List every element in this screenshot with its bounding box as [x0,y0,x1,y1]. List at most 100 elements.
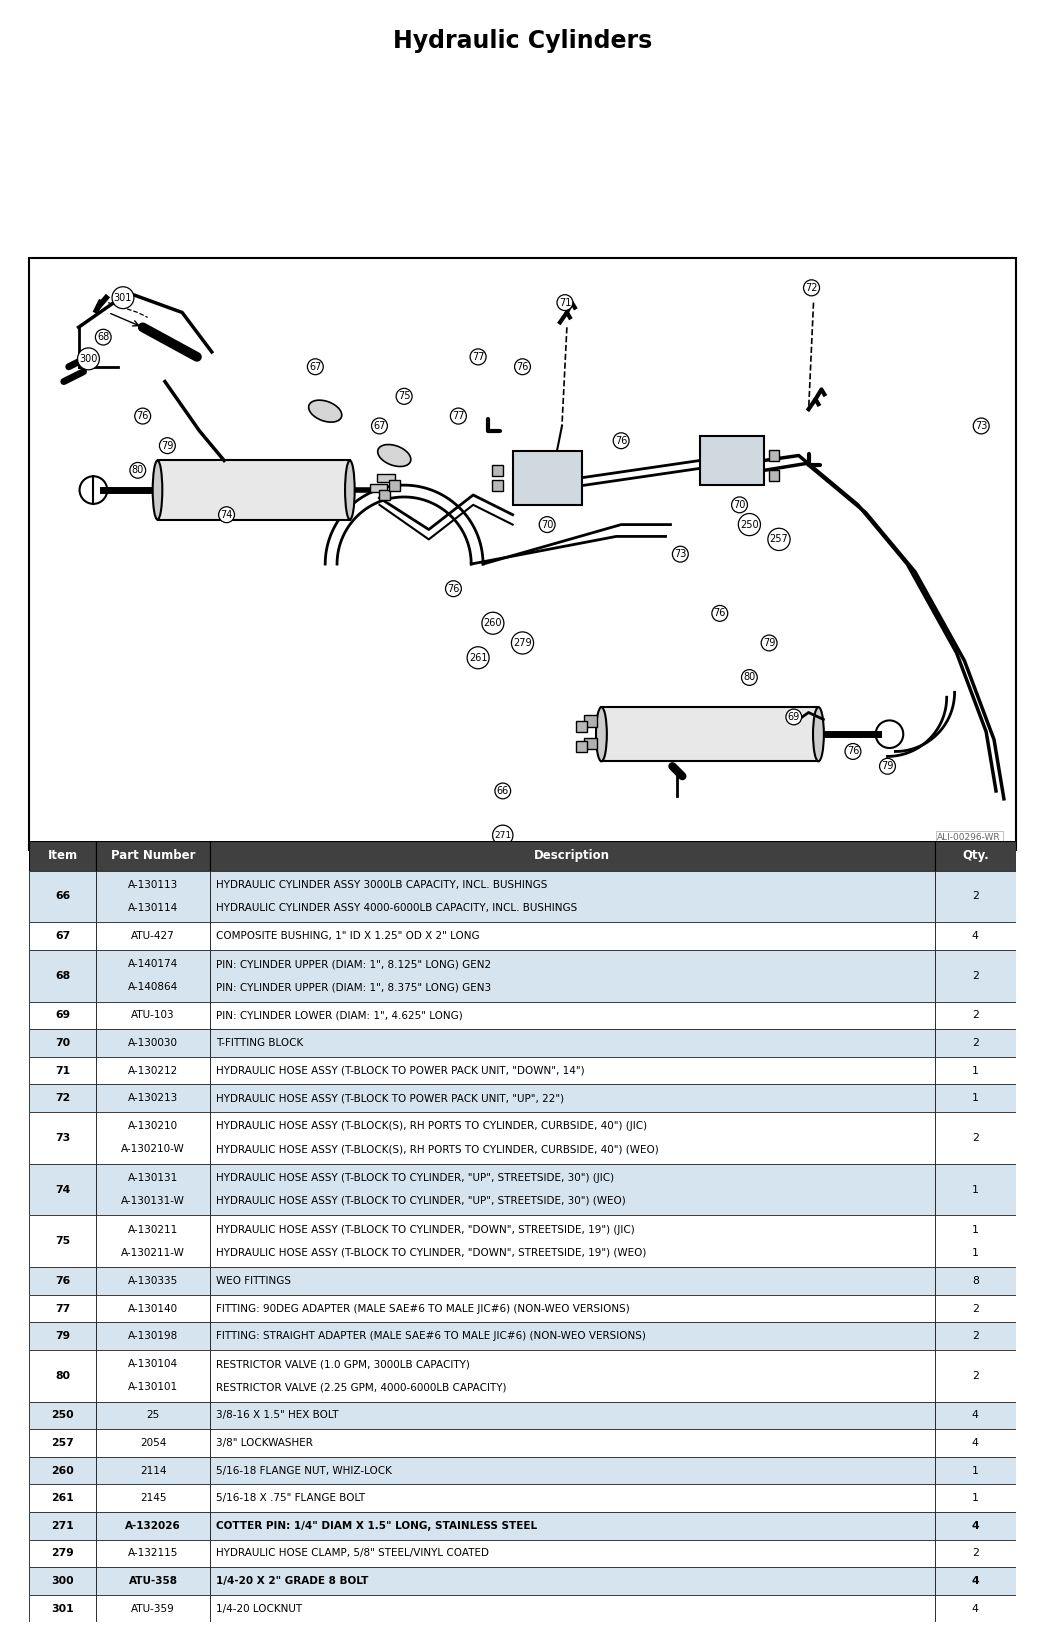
Text: ALI-00296-WR: ALI-00296-WR [937,832,1001,842]
Bar [513,450,582,504]
Text: 77: 77 [472,351,485,361]
Bar [29,1322,96,1350]
Text: 76: 76 [137,410,148,420]
Bar [935,1566,1016,1594]
Bar [769,470,780,481]
Text: T-FITTING BLOCK: T-FITTING BLOCK [215,1038,303,1048]
Bar [29,949,96,1002]
Text: 4: 4 [972,1604,979,1614]
Bar [602,708,818,762]
Bar [96,1350,210,1402]
Text: 5/16-18 X .75" FLANGE BOLT: 5/16-18 X .75" FLANGE BOLT [215,1493,365,1502]
Bar [935,949,1016,1002]
Text: 80: 80 [743,673,756,683]
Text: 72: 72 [55,1094,70,1103]
Ellipse shape [345,460,354,519]
Bar [96,1594,210,1622]
Bar [210,1484,935,1512]
Bar [210,1268,935,1294]
Bar [96,1429,210,1456]
Bar [96,1512,210,1540]
Text: A-130211-W: A-130211-W [121,1248,185,1258]
Text: 5/16-18 FLANGE NUT, WHIZ-LOCK: 5/16-18 FLANGE NUT, WHIZ-LOCK [215,1466,392,1476]
Bar [29,1057,96,1084]
Bar [96,1456,210,1484]
Bar [96,1268,210,1294]
Text: HYDRAULIC HOSE ASSY (T-BLOCK TO CYLINDER, "DOWN", STREETSIDE, 19") (JIC): HYDRAULIC HOSE ASSY (T-BLOCK TO CYLINDER… [215,1225,634,1235]
Bar [935,1112,1016,1164]
Text: A-130198: A-130198 [127,1332,179,1342]
Bar [96,1030,210,1057]
Bar [96,1164,210,1215]
Bar [29,1002,96,1030]
Text: 2: 2 [972,1332,979,1342]
Text: A-140174: A-140174 [127,959,179,969]
Text: 261: 261 [51,1493,74,1502]
Text: 261: 261 [469,654,487,663]
Bar [96,841,210,870]
Bar [210,1057,935,1084]
Bar [210,1030,935,1057]
Text: HYDRAULIC CYLINDER ASSY 4000-6000LB CAPACITY, INCL. BUSHINGS: HYDRAULIC CYLINDER ASSY 4000-6000LB CAPA… [215,903,577,913]
Bar [210,1164,935,1215]
Text: 2: 2 [972,1548,979,1558]
Text: ATU-358: ATU-358 [129,1576,178,1586]
Text: 68: 68 [55,970,70,980]
Text: 2: 2 [972,892,979,901]
Text: 300: 300 [51,1576,74,1586]
Bar [96,1294,210,1322]
Text: A-130114: A-130114 [127,903,179,913]
Bar [29,1112,96,1164]
Text: 301: 301 [51,1604,74,1614]
Bar [935,1084,1016,1112]
Text: 73: 73 [674,548,687,560]
Bar [700,435,764,484]
Text: 25: 25 [146,1410,160,1420]
Bar [935,1002,1016,1030]
Bar [210,923,935,949]
Bar [29,1215,96,1268]
Text: 66: 66 [55,892,70,901]
Text: 2: 2 [972,1304,979,1314]
Text: A-140864: A-140864 [127,982,179,992]
Text: 3/8-16 X 1.5" HEX BOLT: 3/8-16 X 1.5" HEX BOLT [215,1410,339,1420]
Text: 73: 73 [975,420,988,430]
Bar [29,1294,96,1322]
Bar [935,1322,1016,1350]
Text: ATU-359: ATU-359 [132,1604,175,1614]
Bar [576,721,587,732]
Text: WEO FITTINGS: WEO FITTINGS [215,1276,291,1286]
Text: 2: 2 [972,1010,979,1020]
Text: 76: 76 [55,1276,70,1286]
Text: 70: 70 [541,519,554,530]
Text: RESTRICTOR VALVE (2.25 GPM, 4000-6000LB CAPACITY): RESTRICTOR VALVE (2.25 GPM, 4000-6000LB … [215,1383,506,1392]
Text: 79: 79 [55,1332,70,1342]
Bar [210,1084,935,1112]
Bar [210,1350,935,1402]
Bar [29,1512,96,1540]
Bar [584,714,598,727]
Bar [29,1484,96,1512]
Text: FITTING: STRAIGHT ADAPTER (MALE SAE#6 TO MALE JIC#6) (NON-WEO VERSIONS): FITTING: STRAIGHT ADAPTER (MALE SAE#6 TO… [215,1332,646,1342]
Text: HYDRAULIC HOSE ASSY (T-BLOCK TO CYLINDER, "UP", STREETSIDE, 30") (JIC): HYDRAULIC HOSE ASSY (T-BLOCK TO CYLINDER… [215,1172,613,1184]
Bar [379,489,390,501]
Text: 71: 71 [559,297,572,307]
Text: 71: 71 [55,1066,70,1076]
Text: 69: 69 [55,1010,70,1020]
Text: 79: 79 [763,639,775,649]
Bar [96,923,210,949]
Bar [210,1566,935,1594]
Text: 67: 67 [55,931,70,941]
Text: A-132026: A-132026 [125,1520,181,1530]
Bar [29,1456,96,1484]
Text: ATU-427: ATU-427 [132,931,175,941]
Text: 257: 257 [51,1438,74,1448]
Text: 260: 260 [484,619,503,629]
Text: 75: 75 [398,391,411,401]
Text: 4: 4 [972,931,979,941]
Text: 2: 2 [972,1133,979,1143]
Bar [96,949,210,1002]
Bar [935,1429,1016,1456]
Bar [29,1594,96,1622]
Bar [935,1456,1016,1484]
